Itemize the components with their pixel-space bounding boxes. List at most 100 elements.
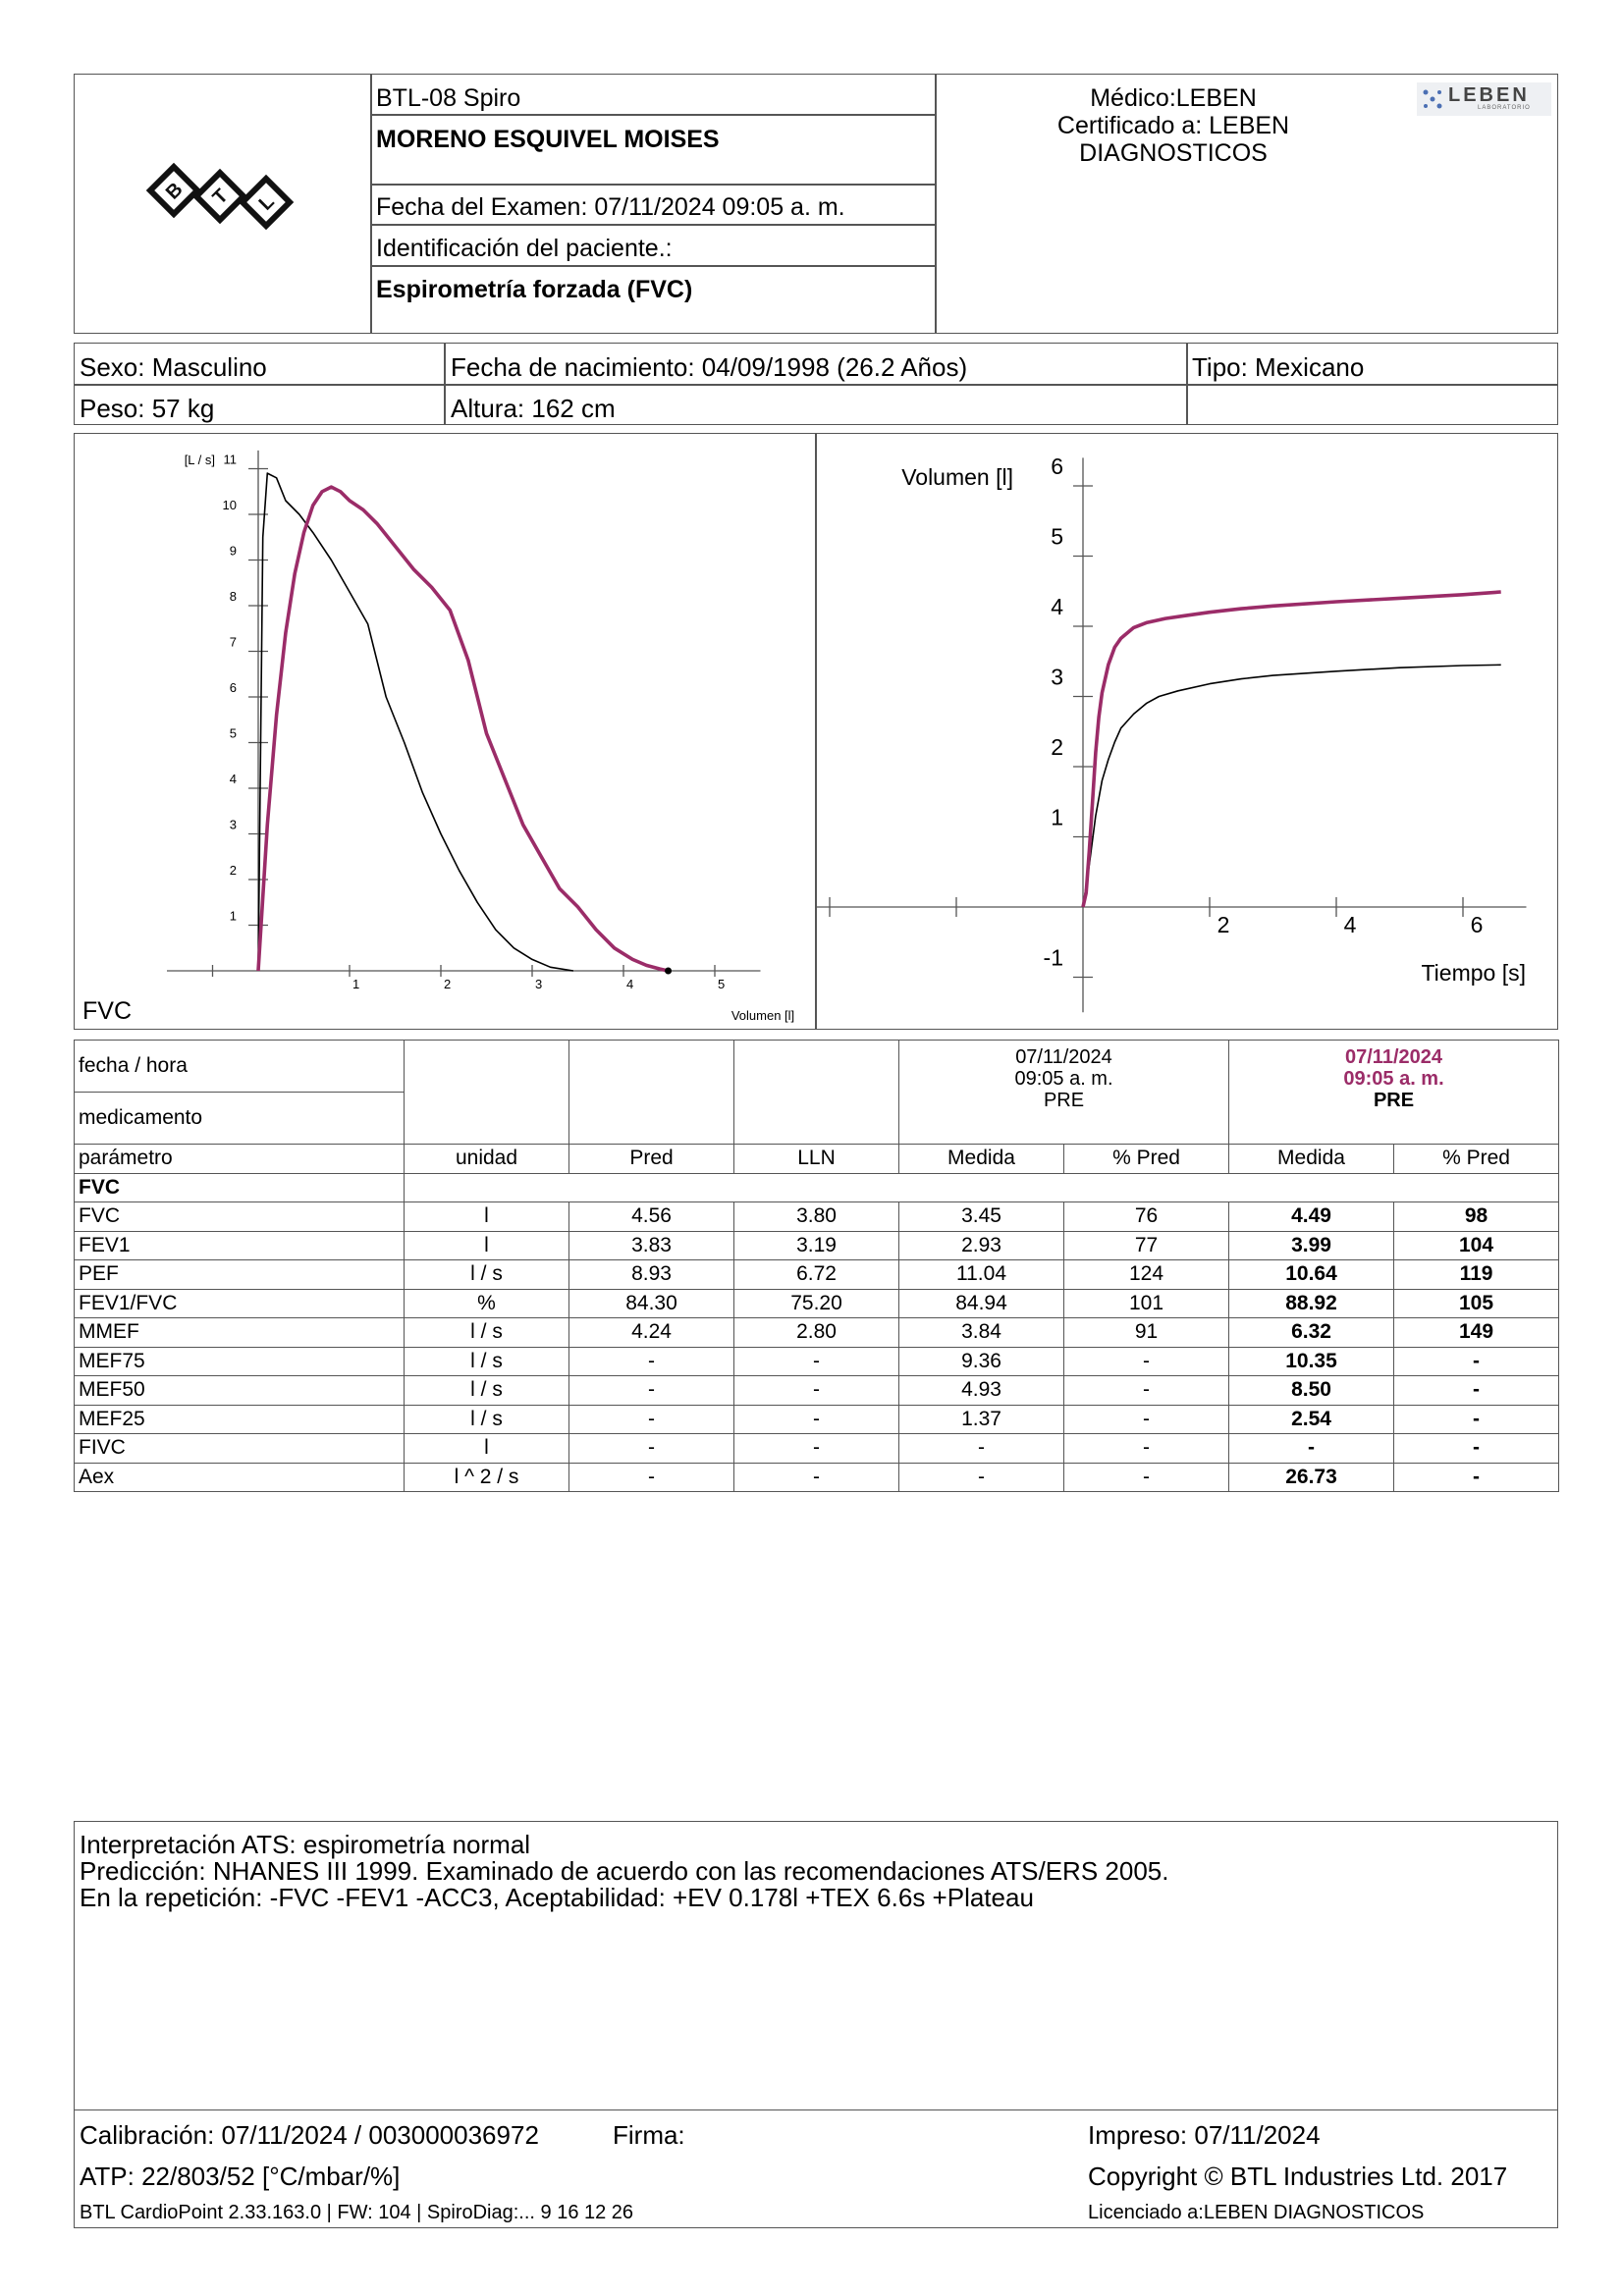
cell-pred: 84.30	[568, 1288, 734, 1318]
cell-pctpred-a: 76	[1063, 1201, 1229, 1232]
cell-pred: 4.56	[568, 1201, 734, 1232]
y-tick-label: 2	[230, 863, 237, 878]
cell-unit: l / s	[404, 1346, 569, 1376]
cell-pctpred-a: -	[1063, 1462, 1229, 1492]
patient-weight: Peso: 57 kg	[80, 394, 215, 423]
btl-logo-b: B	[162, 179, 188, 204]
measurement-b-header: 07/11/2024 09:05 a. m. PRE	[1227, 1040, 1560, 1145]
header-unit: unidad	[404, 1144, 569, 1174]
doctor-line-2: Certificado a: LEBEN	[1056, 112, 1290, 139]
cell-pred: -	[568, 1346, 734, 1376]
table-row: FVC l 4.56 3.80 3.45 76 4.49 98	[74, 1201, 1560, 1232]
x-axis-label: Tiempo [s]	[1421, 960, 1526, 986]
cell-unit: %	[404, 1288, 569, 1318]
cell-measured-b: -	[1228, 1433, 1394, 1464]
header-measured-b: Medida	[1228, 1144, 1394, 1174]
cell-pctpred-a: 91	[1063, 1317, 1229, 1348]
cell-unit: l / s	[404, 1317, 569, 1348]
x-tick-label: 6	[1471, 912, 1484, 937]
cell-pctpred-b: 105	[1392, 1288, 1560, 1318]
footer-box	[74, 2109, 1558, 2228]
cell-param: FIVC	[74, 1433, 405, 1464]
fvc-end-marker	[665, 967, 673, 975]
cell-param: Aex	[74, 1462, 405, 1492]
table-row: MEF50 l / s - -4.93-8.50-	[74, 1375, 1560, 1406]
header-param: parámetro	[74, 1144, 405, 1174]
x-tick-label: 5	[718, 977, 725, 991]
x-tick-label: 2	[1217, 912, 1230, 937]
measurement-a-date: 07/11/2024	[1015, 1046, 1112, 1068]
lab-logo-subtext: LABORATORIO	[1478, 105, 1531, 111]
x-tick-label: 3	[535, 977, 542, 991]
cell-lln: 75.20	[733, 1288, 899, 1318]
measurement-b-time: 09:05 a. m.	[1343, 1068, 1444, 1090]
cell-unit: l	[404, 1230, 569, 1260]
cell-measured-a: -	[898, 1462, 1064, 1492]
cell-lln: -	[733, 1375, 899, 1406]
atp-info: ATP: 22/803/52 [°C/mbar/%]	[80, 2162, 401, 2191]
flow-chart-panel-label: FVC	[82, 997, 132, 1025]
cell-pred: 3.83	[568, 1230, 734, 1260]
patient-sex: Sexo: Masculino	[80, 352, 267, 382]
results-table: fecha / hora 07/11/2024 09:05 a. m. PRE …	[74, 1040, 1560, 1492]
lab-logo-icon	[1423, 89, 1442, 109]
table-row: FEV1 l 3.83 3.19 2.93 77 3.99 104	[74, 1230, 1560, 1260]
cell-pctpred-a: -	[1063, 1346, 1229, 1376]
y-tick-label: 11	[224, 453, 238, 467]
cell-unit: l / s	[404, 1404, 569, 1434]
license-info: Licenciado a:LEBEN DIAGNOSTICOS	[1088, 2202, 1425, 2223]
cell-pred: -	[568, 1462, 734, 1492]
cell-pctpred-a: 101	[1063, 1288, 1229, 1318]
cell-measured-a: 11.04	[898, 1259, 1064, 1290]
cell-pctpred-b: -	[1392, 1462, 1560, 1492]
cell-lln: -	[733, 1462, 899, 1492]
interpretation-line-2: Predicción: NHANES III 1999. Examinado d…	[80, 1856, 1169, 1886]
cell-measured-a: 84.94	[898, 1288, 1064, 1318]
cell-pred: 4.24	[568, 1317, 734, 1348]
cell-unit: l	[404, 1201, 569, 1232]
test-type: Espirometría forzada (FVC)	[376, 276, 693, 303]
y-axis-label: [L / s]	[185, 453, 215, 467]
signature-label: Firma:	[613, 2120, 685, 2150]
cell-measured-a: 2.93	[898, 1230, 1064, 1260]
cell-lln: 6.72	[733, 1259, 899, 1290]
interpretation-text: Interpretación ATS: espirometría normal …	[80, 1832, 1168, 1911]
cell-pred: -	[568, 1375, 734, 1406]
cell-measured-b: 6.32	[1228, 1317, 1394, 1348]
y-tick-label: 4	[230, 772, 237, 786]
btl-logo-t: T	[209, 186, 233, 209]
measurement-a-med: PRE	[1043, 1090, 1085, 1111]
exam-date: Fecha del Examen: 07/11/2024 09:05 a. m.	[376, 193, 845, 221]
cell-pctpred-a: 124	[1063, 1259, 1229, 1290]
y-tick-label: 2	[1051, 734, 1063, 760]
flow-series-pre	[257, 472, 574, 972]
flow-volume-chart: 1 2 3 4 5 1 2 3 4 5 6 7 8 9 10 11 [L / s] Volumen [l]	[167, 450, 794, 1023]
header-divider-right	[935, 74, 937, 334]
cell-unit: l ^ 2 / s	[404, 1462, 569, 1492]
patient-birth: Fecha de nacimiento: 04/09/1998 (26.2 Añ…	[451, 352, 968, 382]
cell-pctpred-b: -	[1392, 1433, 1560, 1464]
cell-measured-b: 10.35	[1228, 1346, 1394, 1376]
cell-param: MEF50	[74, 1375, 405, 1406]
software-info: BTL CardioPoint 2.33.163.0 | FW: 104 | S…	[80, 2202, 634, 2223]
cell-pctpred-b: 149	[1392, 1317, 1560, 1348]
cell-pred: -	[568, 1404, 734, 1434]
y-tick-label: -1	[1044, 945, 1063, 971]
cell-pctpred-b: 98	[1392, 1201, 1560, 1232]
measurement-a-header: 07/11/2024 09:05 a. m. PRE	[898, 1040, 1229, 1145]
x-tick-label: 1	[352, 977, 359, 991]
header-pred: Pred	[568, 1144, 734, 1174]
table-row: MEF75 l / s - -9.36-10.35-	[74, 1346, 1560, 1376]
measurement-a-time: 09:05 a. m.	[1014, 1068, 1113, 1090]
y-tick-label: 7	[230, 635, 237, 650]
copyright: Copyright © BTL Industries Ltd. 2017	[1088, 2162, 1508, 2191]
y-tick-label: 3	[1051, 665, 1063, 690]
cell-lln: -	[733, 1433, 899, 1464]
volume-series-post	[1081, 590, 1501, 908]
device-name: BTL-08 Spiro	[376, 84, 521, 112]
cell-pctpred-a: -	[1063, 1433, 1229, 1464]
y-tick-label: 9	[230, 544, 237, 559]
doctor-line-1: Médico:LEBEN	[1090, 84, 1257, 112]
cell-measured-b: 4.49	[1228, 1201, 1394, 1232]
cell-measured-b: 8.50	[1228, 1375, 1394, 1406]
